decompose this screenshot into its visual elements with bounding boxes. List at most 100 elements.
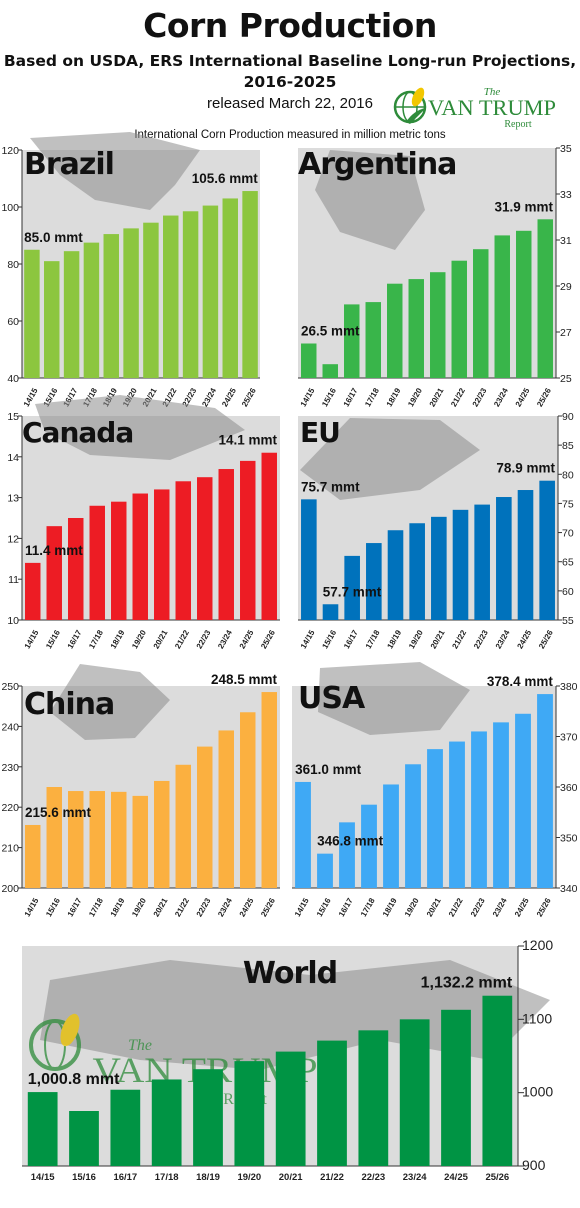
brazil-y-tick-label: 80 [7, 259, 19, 271]
world-bar [317, 1040, 347, 1166]
china-x-tick-label: 24/25 [238, 896, 256, 918]
canada-bar [240, 460, 256, 620]
canada-x-tick-label: 23/24 [216, 628, 234, 650]
china-x-tick-label: 15/16 [44, 896, 62, 918]
usa-x-tick-label: 23/24 [491, 896, 509, 918]
brazil-bar [24, 249, 40, 378]
argentina-y-tick-label: 27 [560, 327, 572, 339]
canada-map-silhouette [35, 395, 245, 460]
argentina-x-tick-label: 14/15 [299, 386, 317, 408]
canada-title: Canada [22, 416, 133, 449]
eu-data-label: 75.7 mmt [301, 479, 360, 494]
world-bar [441, 1009, 471, 1166]
brazil-bar [103, 234, 119, 378]
usa-x-tick-label: 19/20 [403, 896, 421, 918]
brazil-bar [222, 198, 238, 378]
argentina-bar [451, 260, 467, 378]
eu-bar [496, 497, 512, 620]
usa-data-label: 346.8 mmt [317, 834, 384, 849]
world-title: World [243, 956, 337, 991]
china-y-tick-label: 200 [1, 883, 19, 895]
usa-bar [471, 731, 487, 888]
world-x-tick-label: 17/18 [155, 1172, 179, 1183]
china-bar [218, 730, 234, 888]
usa-x-tick-label: 25/26 [535, 896, 553, 918]
usa-bar [339, 822, 355, 888]
china-bar [89, 791, 105, 888]
chart-caption: International Corn Production measured i… [134, 129, 446, 141]
china-bar [111, 791, 127, 888]
argentina-bar [344, 304, 360, 378]
argentina-x-tick-label: 20/21 [428, 386, 446, 408]
eu-title: EU [300, 416, 340, 449]
argentina-x-tick-label: 17/18 [363, 386, 381, 408]
world-bar [358, 1030, 389, 1166]
eu-x-tick-label: 18/19 [385, 628, 403, 650]
eu-x-tick-label: 16/17 [342, 628, 360, 650]
eu-bar [452, 509, 469, 620]
eu-bar [301, 499, 317, 620]
eu-x-tick-label: 14/15 [299, 628, 317, 650]
canada-x-tick-label: 19/20 [130, 628, 148, 650]
usa-data-label: 361.0 mmt [295, 762, 362, 777]
eu-x-tick-label: 25/26 [537, 628, 555, 650]
argentina-data-label: 31.9 mmt [494, 199, 553, 214]
canada-y-tick-label: 12 [7, 533, 19, 545]
canada-y-tick-label: 10 [7, 615, 19, 627]
usa-bar [537, 694, 553, 888]
eu-y-tick-label: 85 [562, 440, 574, 452]
brazil-bar [202, 205, 219, 378]
brazil-y-tick-label: 60 [7, 316, 19, 328]
argentina-title: Argentina [298, 147, 456, 182]
world-x-tick-label: 16/17 [113, 1172, 137, 1183]
china-map-silhouette [50, 664, 170, 740]
eu-x-tick-label: 21/22 [450, 628, 468, 650]
brazil-bar [163, 215, 179, 378]
watermark-the: The [128, 1037, 152, 1054]
canada-bar [111, 501, 127, 620]
eu-x-tick-label: 19/20 [407, 628, 425, 650]
canada-y-tick-label: 11 [8, 574, 19, 586]
usa-x-tick-label: 15/16 [315, 896, 333, 918]
eu-y-tick-label: 65 [562, 557, 574, 569]
globe-corn-icon [393, 87, 427, 124]
world-bar [399, 1019, 430, 1166]
eu-map-silhouette [300, 418, 480, 500]
china-x-tick-label: 25/26 [259, 896, 277, 918]
watermark-corn-icon [60, 1013, 80, 1047]
world-x-tick-label: 15/16 [72, 1172, 96, 1183]
usa-bar [383, 784, 399, 888]
usa-x-tick-label: 14/15 [293, 896, 311, 918]
world-y-tick-label: 1100 [522, 1010, 552, 1026]
world-bar [275, 1051, 306, 1166]
world-bar [151, 1079, 182, 1166]
world-x-tick-label: 22/23 [361, 1172, 385, 1183]
usa-bar [317, 853, 333, 888]
china-x-tick-label: 23/24 [216, 896, 234, 918]
usa-x-tick-label: 21/22 [447, 896, 465, 918]
argentina-bar [473, 249, 489, 378]
canada-y-tick-label: 13 [7, 493, 19, 505]
canada-bar [261, 452, 277, 620]
china-y-tick-label: 240 [1, 721, 19, 733]
logo-the: The [484, 86, 501, 98]
brazil-chart: 40608010012014/1515/1616/1717/1818/1919/… [1, 132, 260, 408]
usa-bar [449, 741, 465, 888]
china-bar [197, 746, 213, 888]
usa-y-tick-label: 380 [560, 681, 578, 693]
world-y-tick-label: 1000 [522, 1084, 553, 1100]
eu-bar [517, 490, 534, 620]
usa-y-tick-label: 350 [560, 833, 578, 845]
brazil-bar [83, 242, 100, 378]
eu-x-tick-label: 22/23 [472, 628, 490, 650]
argentina-bar [301, 343, 317, 378]
world-bar [234, 1061, 265, 1166]
china-bar [240, 712, 256, 888]
china-title: China [24, 687, 114, 722]
brazil-bar [63, 251, 80, 378]
canada-x-tick-label: 25/26 [259, 628, 277, 650]
eu-y-tick-label: 60 [562, 586, 574, 598]
world-x-tick-label: 19/20 [237, 1172, 261, 1183]
canada-data-label: 11.4 mmt [25, 543, 83, 558]
